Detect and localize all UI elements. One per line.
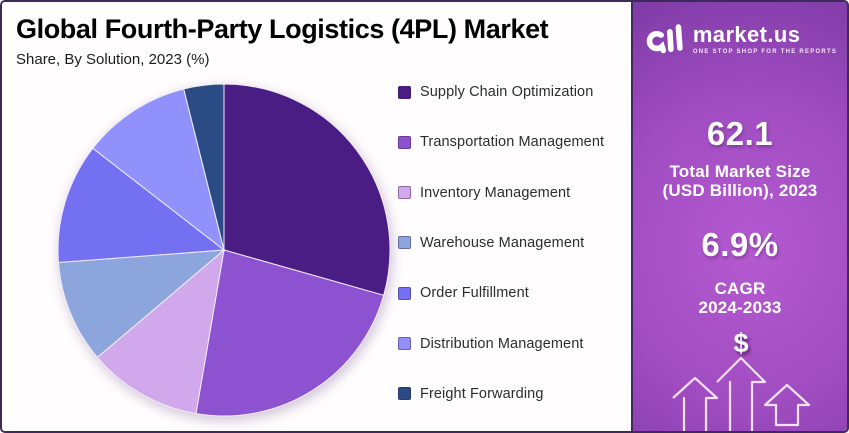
stat-market-size: 62.1 Total Market Size (USD Billion), 20… [633, 115, 847, 200]
chart-card: Global Fourth-Party Logistics (4PL) Mark… [2, 2, 634, 431]
pie-chart-container [56, 82, 392, 418]
stats-panel: market.us ONE STOP SHOP FOR THE REPORTS … [633, 2, 847, 431]
legend-label: Distribution Management [420, 335, 584, 352]
pie-slice-4 [57, 147, 226, 264]
pie-slice-1 [195, 249, 385, 417]
dollar-icon: $ [733, 328, 749, 358]
legend-label: Transportation Management [420, 134, 605, 151]
brand: market.us ONE STOP SHOP FOR THE REPORTS [633, 22, 847, 56]
legend: Supply Chain Optimization Transportation … [398, 84, 634, 402]
pie-slice-6 [183, 83, 225, 251]
legend-item: Order Fulfillment [398, 285, 634, 301]
title-block: Global Fourth-Party Logistics (4PL) Mark… [16, 14, 549, 69]
pie-slice-0 [223, 83, 391, 296]
legend-label: Supply Chain Optimization [420, 84, 594, 100]
legend-swatch [398, 337, 411, 351]
legend-item: Distribution Management [398, 336, 634, 352]
page-title: Global Fourth-Party Logistics (4PL) Mark… [16, 14, 549, 44]
legend-label: Inventory Management [420, 184, 571, 201]
legend-swatch [398, 236, 411, 250]
legend-swatch [398, 135, 411, 149]
brand-name: market.us [692, 21, 801, 47]
legend-swatch [398, 387, 411, 401]
pie-slice-3 [57, 249, 226, 359]
legend-item: Supply Chain Optimization [398, 84, 634, 100]
pie-slice-5 [92, 88, 225, 252]
legend-item: Warehouse Management [398, 235, 634, 251]
legend-label: Order Fulfillment [420, 285, 529, 302]
stat-cagr-label: CAGR 2024-2033 [698, 279, 782, 317]
brand-text: market.us ONE STOP SHOP FOR THE REPORTS [692, 21, 838, 55]
pie-slice-2 [96, 248, 225, 415]
market-us-logo-icon [646, 24, 683, 54]
legend-item: Transportation Management [398, 134, 634, 150]
legend-swatch [398, 286, 411, 300]
stat-market-size-label: Total Market Size (USD Billion), 2023 [662, 162, 818, 200]
brand-tagline: ONE STOP SHOP FOR THE REPORTS [692, 48, 838, 55]
legend-swatch [398, 85, 411, 99]
legend-label: Warehouse Management [420, 234, 585, 251]
pie-chart [57, 83, 391, 417]
stat-market-size-value: 62.1 [706, 115, 774, 152]
legend-item: Inventory Management [398, 185, 634, 201]
divider [631, 2, 633, 431]
page-subtitle: Share, By Solution, 2023 (%) [16, 51, 210, 69]
stat-cagr-value: 6.9% [701, 226, 779, 263]
growth-arrows-icon [672, 356, 811, 431]
legend-swatch [398, 186, 411, 200]
stat-cagr: 6.9% CAGR 2024-2033 [633, 226, 847, 317]
legend-item: Freight Forwarding [398, 386, 634, 402]
legend-label: Freight Forwarding [420, 385, 544, 402]
